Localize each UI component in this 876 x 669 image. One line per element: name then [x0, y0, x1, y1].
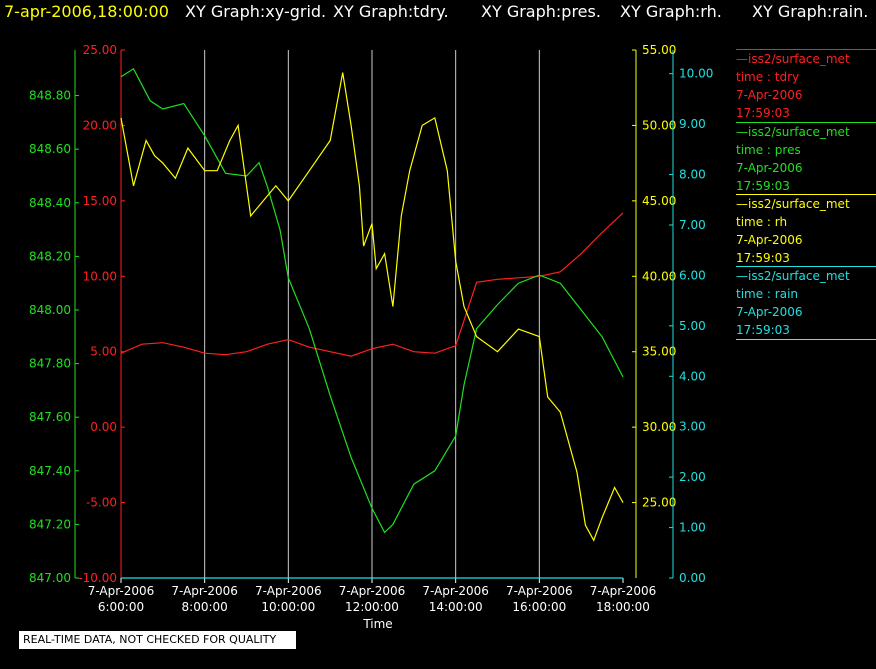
header-datetime: 7-apr-2006,18:00:00 — [4, 2, 169, 21]
legend-tdry-name: —iss2/surface_met — [736, 52, 850, 66]
rh-tick-label: 45.00 — [642, 194, 676, 208]
x-tick-label-time: 18:00:00 — [596, 600, 650, 614]
quality-notice: REAL-TIME DATA, NOT CHECKED FOR QUALITY — [19, 631, 296, 649]
header-graph-xy-grid[interactable]: XY Graph:xy-grid. — [185, 2, 327, 21]
legend-rh-var: time : rh — [736, 215, 788, 229]
legend-tdry: —iss2/surface_met time : tdry 7-Apr-2006… — [736, 49, 876, 122]
header-graph-pres[interactable]: XY Graph:pres. — [481, 2, 601, 21]
legend-rain-name: —iss2/surface_met — [736, 269, 850, 283]
legend-rain: —iss2/surface_met time : rain 7-Apr-2006… — [736, 266, 876, 340]
x-tick-label-time: 14:00:00 — [429, 600, 483, 614]
x-tick-label-date: 7-Apr-2006 — [255, 584, 322, 598]
legend-rh-time: 17:59:03 — [736, 251, 790, 265]
rain-tick-label: 9.00 — [679, 117, 706, 131]
legend-rain-time: 17:59:03 — [736, 323, 790, 337]
legend-rh-line — [736, 194, 876, 195]
series-rh-line — [120, 72, 624, 542]
series-pres-line — [120, 67, 624, 534]
x-tick-label-time: 10:00:00 — [261, 600, 315, 614]
rh-tick-label: 55.00 — [642, 43, 676, 57]
rain-tick-label: 5.00 — [679, 319, 706, 333]
tdry-tick-label: 5.00 — [90, 345, 117, 359]
legend-rain-date: 7-Apr-2006 — [736, 305, 803, 319]
header-graph-rain[interactable]: XY Graph:rain. — [752, 2, 869, 21]
legend-tdry-date: 7-Apr-2006 — [736, 88, 803, 102]
legend-rh-date: 7-Apr-2006 — [736, 233, 803, 247]
tdry-tick-label: 25.00 — [83, 43, 117, 57]
header-graph-tdry[interactable]: XY Graph:tdry. — [333, 2, 449, 21]
legend-tdry-line — [736, 49, 876, 50]
x-tick-label-date: 7-Apr-2006 — [88, 584, 155, 598]
pres-tick-label: 848.00 — [29, 303, 71, 317]
rain-tick-label: 0.00 — [679, 571, 706, 585]
series-tdry-line — [120, 212, 624, 357]
pres-tick-label: 848.80 — [29, 89, 71, 103]
x-axis-title: Time — [363, 617, 393, 631]
pres-tick-label: 848.60 — [29, 142, 71, 156]
rain-tick-label: 7.00 — [679, 218, 706, 232]
x-tick-label-date: 7-Apr-2006 — [339, 584, 406, 598]
x-tick-label-time: 6:00:00 — [98, 600, 144, 614]
tdry-tick-label: -5.00 — [86, 496, 117, 510]
legend-pres-line — [736, 122, 876, 123]
pres-tick-label: 847.20 — [29, 517, 71, 531]
legend-pres-var: time : pres — [736, 143, 801, 157]
rain-tick-label: 10.00 — [679, 67, 713, 81]
rh-tick-label: 30.00 — [642, 420, 676, 434]
x-tick-label-date: 7-Apr-2006 — [506, 584, 573, 598]
legend-pres-date: 7-Apr-2006 — [736, 161, 803, 175]
rain-tick-label: 6.00 — [679, 268, 706, 282]
x-tick-label-date: 7-Apr-2006 — [171, 584, 238, 598]
pres-tick-label: 847.60 — [29, 410, 71, 424]
rh-tick-label: 25.00 — [642, 496, 676, 510]
legend-pres-name: —iss2/surface_met — [736, 125, 850, 139]
rain-tick-label: 8.00 — [679, 168, 706, 182]
tdry-tick-label: 0.00 — [90, 420, 117, 434]
tdry-tick-label: -10.00 — [78, 571, 117, 585]
x-tick-label-time: 16:00:00 — [512, 600, 566, 614]
legend-pres-time: 17:59:03 — [736, 179, 790, 193]
rh-tick-label: 40.00 — [642, 269, 676, 283]
x-tick-label-date: 7-Apr-2006 — [590, 584, 657, 598]
rh-tick-label: 50.00 — [642, 118, 676, 132]
legend-rh: —iss2/surface_met time : rh 7-Apr-2006 1… — [736, 194, 876, 267]
rain-tick-label: 1.00 — [679, 521, 706, 535]
legend-rh-name: —iss2/surface_met — [736, 197, 850, 211]
header-bar: 7-apr-2006,18:00:00 XY Graph:xy-grid. XY… — [0, 0, 876, 26]
pres-tick-label: 847.80 — [29, 357, 71, 371]
x-tick-label-time: 12:00:00 — [345, 600, 399, 614]
x-tick-label-time: 8:00:00 — [182, 600, 228, 614]
rh-tick-label: 35.00 — [642, 345, 676, 359]
header-graph-rh[interactable]: XY Graph:rh. — [620, 2, 722, 21]
tdry-tick-label: 10.00 — [83, 269, 117, 283]
legend-rain-var: time : rain — [736, 287, 799, 301]
pres-tick-label: 848.40 — [29, 196, 71, 210]
tdry-tick-label: 20.00 — [83, 118, 117, 132]
legend-tdry-var: time : tdry — [736, 70, 800, 84]
rain-tick-label: 4.00 — [679, 369, 706, 383]
pres-tick-label: 848.20 — [29, 249, 71, 263]
rain-tick-label: 2.00 — [679, 470, 706, 484]
tdry-tick-label: 15.00 — [83, 194, 117, 208]
legend-pres: —iss2/surface_met time : pres 7-Apr-2006… — [736, 122, 876, 195]
rain-tick-label: 3.00 — [679, 420, 706, 434]
pres-tick-label: 847.00 — [29, 571, 71, 585]
legend-tdry-time: 17:59:03 — [736, 106, 790, 120]
legend-bottom-line — [736, 339, 876, 340]
legend-rain-line — [736, 266, 876, 267]
pres-tick-label: 847.40 — [29, 464, 71, 478]
x-tick-label-date: 7-Apr-2006 — [422, 584, 489, 598]
